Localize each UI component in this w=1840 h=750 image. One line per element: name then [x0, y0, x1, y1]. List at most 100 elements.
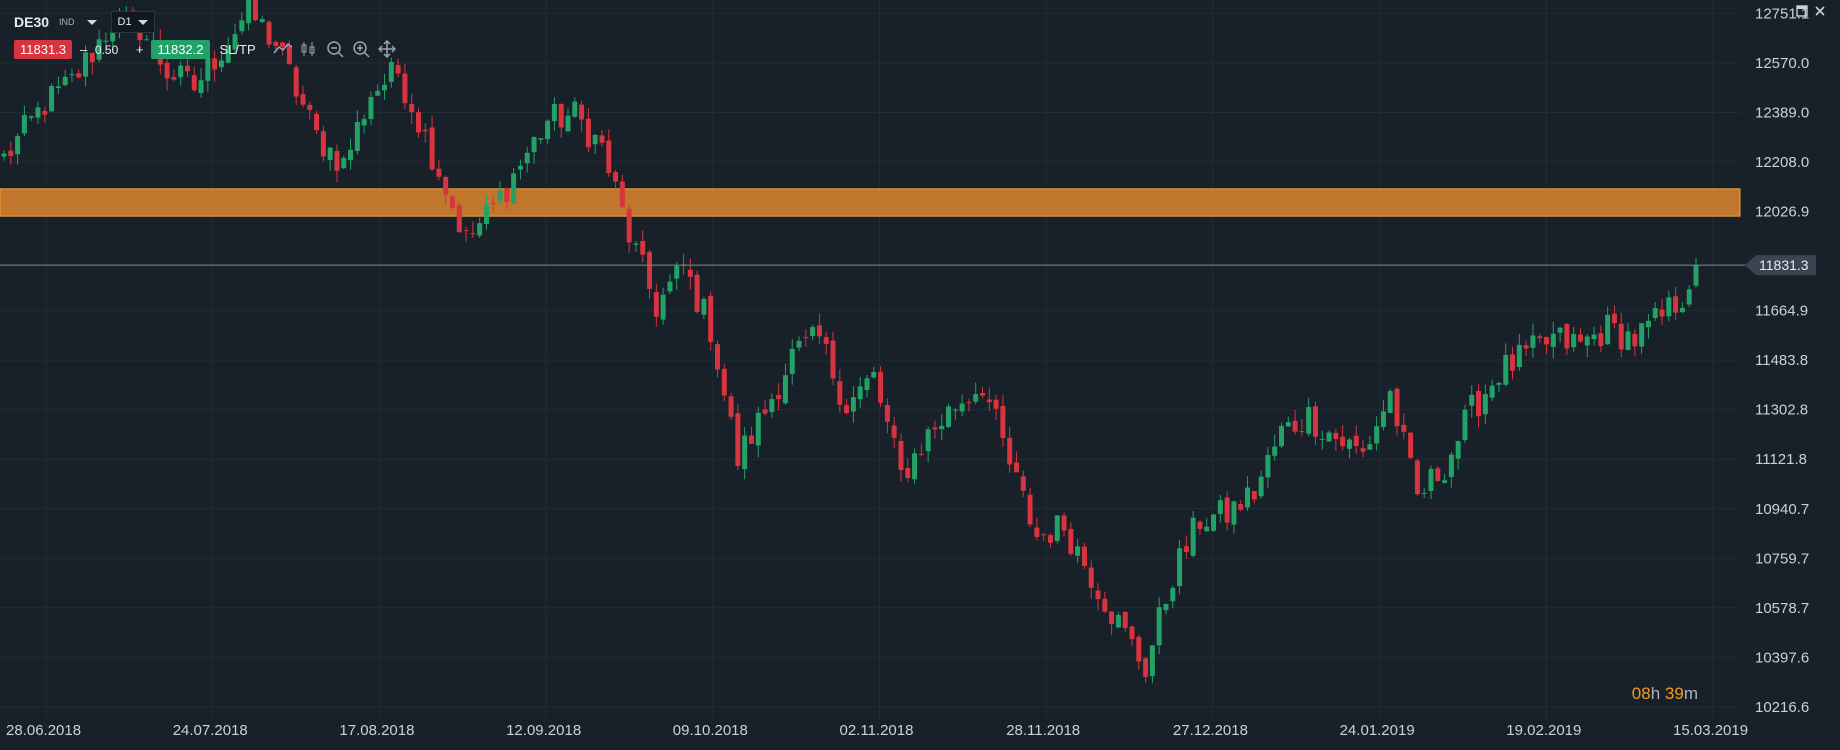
- candle-up: [742, 435, 748, 470]
- candle-up: [1462, 409, 1468, 440]
- x-tick-label: 17.08.2018: [339, 722, 414, 739]
- candle-up: [1489, 385, 1495, 398]
- move-icon[interactable]: [374, 38, 400, 60]
- candle-down: [748, 435, 754, 444]
- candle-down: [490, 202, 496, 205]
- candle-down: [42, 111, 48, 115]
- instrument-type-label: IND: [59, 17, 75, 27]
- candles: [1, 0, 1699, 684]
- current-price-tag: 11831.3: [1745, 255, 1816, 276]
- candle-up: [959, 403, 965, 412]
- candle-down: [402, 73, 408, 104]
- candle-up: [592, 134, 598, 145]
- symbol-label[interactable]: DE30: [14, 14, 50, 30]
- line-chart-icon[interactable]: [270, 38, 296, 60]
- candle-down: [653, 292, 659, 317]
- timeframe-select[interactable]: D1: [110, 11, 155, 33]
- y-tick-label: 12570.0: [1755, 55, 1809, 72]
- candle-down: [830, 340, 836, 379]
- candle-up: [497, 190, 503, 201]
- y-tick-label: 10759.7: [1755, 550, 1809, 567]
- candle-down: [89, 53, 95, 63]
- candle-up: [368, 96, 374, 119]
- candle-up: [205, 57, 211, 81]
- candle-up: [1374, 426, 1380, 444]
- candle-down: [463, 230, 469, 232]
- symbol-dropdown-icon[interactable]: [86, 19, 97, 25]
- maximize-icon[interactable]: [1796, 4, 1808, 22]
- window-controls: [1796, 4, 1826, 22]
- candlestick-icon[interactable]: [296, 38, 322, 60]
- candle-up: [782, 375, 788, 404]
- zoom-in-icon[interactable]: [348, 38, 374, 60]
- current-price-label: 11831.3: [1759, 257, 1809, 273]
- candle-down: [300, 93, 306, 105]
- candle-up: [1679, 307, 1685, 313]
- candle-down: [1122, 611, 1128, 628]
- candle-down: [776, 395, 782, 400]
- candle-down: [898, 440, 904, 471]
- candle-up: [1149, 645, 1155, 677]
- candle-up: [871, 371, 877, 378]
- minus-button[interactable]: –: [80, 41, 88, 57]
- candle-up: [62, 76, 68, 86]
- close-icon[interactable]: [1814, 4, 1826, 22]
- candle-up: [239, 20, 245, 32]
- price-axis: 12751.1 12570.0 12389.0 12208.0 12026.9 11664…: [1755, 5, 1809, 716]
- candle-down: [762, 409, 768, 414]
- candle-up: [110, 31, 116, 42]
- candle-up: [1482, 394, 1488, 415]
- candle-up: [1115, 615, 1121, 628]
- candle-down: [436, 168, 442, 177]
- candle-up: [1496, 382, 1502, 385]
- candle-up: [667, 281, 673, 292]
- x-tick-label: 27.12.2018: [1173, 722, 1248, 739]
- candle-down: [1292, 420, 1298, 432]
- candle-down: [1041, 534, 1047, 536]
- candle-down: [504, 188, 510, 202]
- zoom-out-icon[interactable]: [322, 38, 348, 60]
- candle-down: [191, 75, 197, 91]
- plus-button[interactable]: +: [135, 41, 144, 57]
- candle-up: [1231, 501, 1237, 525]
- candle-down: [1353, 435, 1359, 446]
- candle-down: [1251, 491, 1257, 500]
- candle-up: [1387, 391, 1393, 413]
- candle-down: [613, 172, 619, 182]
- candle-up: [1204, 526, 1210, 532]
- y-tick-label: 11664.9: [1755, 303, 1808, 320]
- candle-down: [456, 205, 462, 233]
- candle-down: [735, 413, 741, 466]
- candle-up: [382, 84, 388, 91]
- candle-down: [1088, 567, 1094, 588]
- candle-down: [626, 208, 632, 243]
- candle-down: [687, 269, 693, 277]
- candle-down: [416, 112, 422, 133]
- y-tick-label: 10397.6: [1755, 649, 1809, 666]
- candle-up: [1278, 425, 1284, 447]
- candle-down: [1673, 296, 1679, 313]
- candle-up: [1666, 297, 1672, 317]
- candle-up: [1455, 441, 1461, 459]
- candle-down: [1013, 462, 1019, 473]
- sl-tp-button[interactable]: SL/TP: [219, 41, 256, 57]
- candle-down: [1611, 313, 1617, 324]
- candle-up: [83, 52, 89, 77]
- candle-up: [1516, 344, 1522, 368]
- candle-down: [966, 402, 972, 404]
- candle-down: [837, 381, 843, 405]
- candle-up: [218, 60, 224, 68]
- candle-down: [1312, 406, 1318, 437]
- candle-down: [579, 104, 585, 120]
- candle-down: [1510, 354, 1516, 371]
- candle-down: [1476, 391, 1482, 417]
- candle-up: [1503, 354, 1509, 385]
- candle-down: [1401, 424, 1407, 432]
- bid-price-button[interactable]: 11831.3: [14, 39, 73, 59]
- candle-down: [422, 129, 428, 132]
- y-tick-label: 11121.8: [1755, 451, 1807, 468]
- time-axis: 28.06.2018 24.07.2018 17.08.2018 12.09.2018…: [6, 722, 1748, 739]
- ask-price-button[interactable]: 11832.2: [151, 39, 210, 59]
- candle-down: [891, 425, 897, 438]
